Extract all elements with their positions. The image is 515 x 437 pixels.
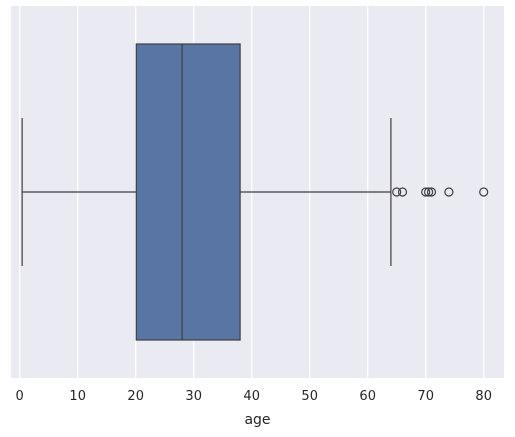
x-tick-label: 70 <box>417 389 434 404</box>
outlier-point <box>426 187 437 197</box>
outlier-point <box>444 187 454 197</box>
outlier-point <box>424 187 434 197</box>
outlier-point <box>397 187 408 197</box>
x-tick-labels: 0 10 20 30 40 50 60 70 80 <box>16 389 492 404</box>
outlier-point <box>479 187 489 197</box>
x-tick-label: 50 <box>301 389 318 404</box>
outlier-point <box>392 187 402 197</box>
x-tick-label: 30 <box>185 389 202 404</box>
x-axis-label: age <box>244 412 270 428</box>
x-tick-label: 40 <box>243 389 260 404</box>
whiskers <box>21 118 392 266</box>
x-tick-label: 10 <box>69 389 86 404</box>
x-tick-label: 60 <box>359 389 376 404</box>
box-group <box>135 43 241 341</box>
outliers <box>392 187 489 197</box>
x-tick-label: 80 <box>475 389 492 404</box>
outlier-point <box>421 187 431 197</box>
interquartile-box <box>135 43 241 341</box>
x-tick-label: 0 <box>16 389 24 404</box>
x-tick-label: 20 <box>127 389 144 404</box>
